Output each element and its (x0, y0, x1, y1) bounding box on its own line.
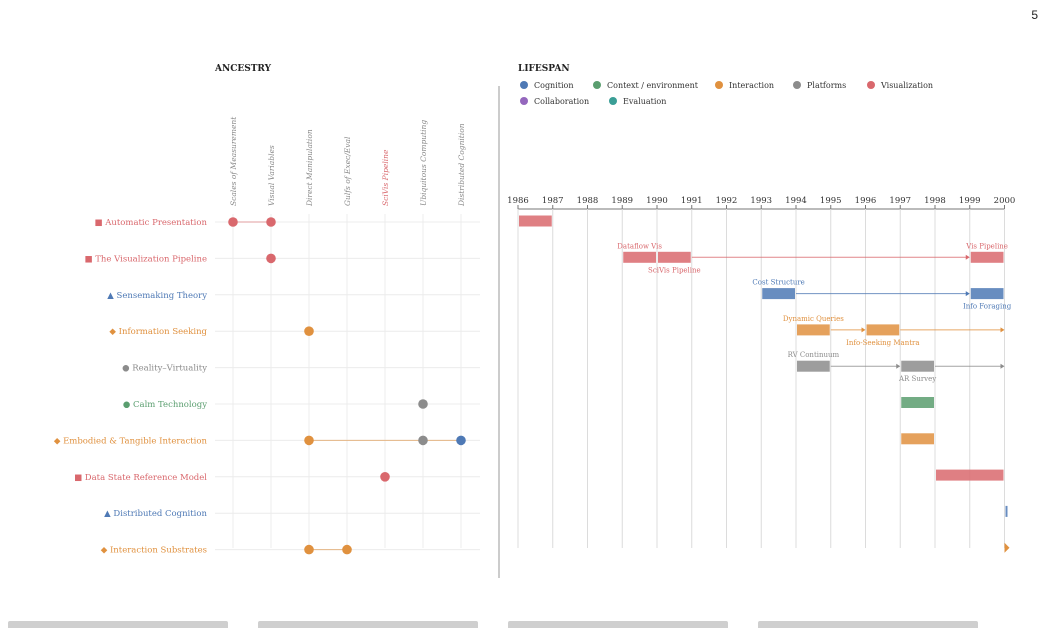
lifespan-label: Info Foraging (963, 303, 1012, 311)
ancestry-row-label: ▲ Distributed Cognition (104, 509, 207, 519)
legend-swatch (715, 81, 723, 89)
ancestry-column-label: Distributed Cognition (457, 123, 466, 207)
ancestry-column-label: SciVis Pipeline (381, 149, 390, 206)
lifespan-bar (623, 251, 656, 263)
ancestry-dot (228, 217, 238, 227)
legend-swatch (793, 81, 801, 89)
ancestry-dot (342, 544, 352, 555)
year-label: 1989 (611, 196, 633, 206)
lifespan-bar (762, 288, 795, 300)
ancestry-dot (266, 253, 276, 264)
lifespan-bar (797, 324, 830, 336)
year-label: 1996 (855, 196, 877, 206)
legend-label: Visualization (880, 81, 933, 90)
lifespan-bar (901, 360, 934, 372)
year-label: 1990 (646, 196, 668, 206)
ancestry-dot (304, 544, 314, 555)
lifespan-label: SciVis Pipeline (648, 266, 701, 274)
lifespan-bar (901, 433, 934, 445)
year-label: 1991 (681, 196, 703, 206)
lifespan-arrow-head (896, 363, 901, 369)
lifespan-label: Dataflow Vis (617, 242, 662, 250)
ancestry-row-label: ▲ Sensemaking Theory (107, 291, 207, 301)
ancestry-row-label: ● Calm Technology (123, 400, 207, 410)
lifespan-arrow-head (965, 291, 970, 297)
ancestry-row-label: ◆ Interaction Substrates (101, 546, 207, 556)
year-label: 1994 (785, 196, 807, 206)
legend-swatch (867, 81, 875, 89)
lifespan-bar (970, 251, 1004, 263)
ancestry-column-label: Visual Variables (267, 145, 276, 206)
ancestry-dot (418, 435, 428, 446)
ancestry-column-label: Scales of Measurement (229, 116, 238, 206)
lifespan-label: Vis Pipeline (965, 242, 1008, 250)
ancestry-row-label: ■ The Visualization Pipeline (85, 254, 207, 264)
lifespan-title: LIFESPAN (518, 64, 570, 74)
year-label: 1992 (716, 196, 738, 206)
legend-label: Platforms (807, 81, 846, 90)
ancestry-row-label: ◆ Embodied & Tangible Interaction (54, 436, 208, 446)
ancestry-column-label: Gulfs of Exec/Eval (343, 136, 352, 206)
lifespan-arrow-head (1000, 363, 1005, 369)
ancestry-dot (304, 435, 314, 446)
lifespan-bar (797, 360, 830, 372)
ancestry-dot (380, 472, 390, 482)
lifespan-point (1004, 542, 1010, 553)
figure: ANCESTRY LIFESPAN Scales of Measurement V… (54, 64, 1015, 578)
lifespan-label: AR Survey (898, 375, 936, 383)
legend-label: Interaction (729, 81, 774, 90)
ancestry-dot (456, 435, 466, 446)
ancestry-row-label: ■ Data State Reference Model (74, 473, 207, 483)
legend-swatch (609, 97, 617, 105)
lifespan-label: RV Continuum (788, 351, 840, 359)
ancestry-chart: Scales of Measurement Visual Variables Dir… (54, 116, 480, 556)
ancestry-row-label: ◆ Information Seeking (109, 327, 207, 337)
ancestry-row-label: ■ Automatic Presentation (95, 218, 208, 228)
lifespan-bar (658, 251, 691, 263)
year-label: 1988 (577, 196, 599, 206)
year-label: 1999 (959, 196, 981, 206)
legend-label: Collaboration (534, 97, 589, 106)
year-label: 1986 (507, 196, 529, 206)
ancestry-column-label: Direct Manipulation (305, 129, 314, 207)
year-label: 1998 (924, 196, 946, 206)
year-label: 1997 (889, 196, 911, 206)
lifespan-label: Cost Structure (752, 279, 804, 287)
lifespan-arrow-head (861, 327, 866, 333)
page-number: 5 (1031, 8, 1038, 22)
legend-label: Cognition (534, 81, 574, 90)
lifespan-label: Dynamic Queries (783, 315, 844, 323)
year-label: 1993 (750, 196, 772, 206)
lifespan-label: Info-Seeking Mantra (846, 339, 919, 347)
lifespan-arrow-head (1000, 327, 1005, 333)
year-label: 2000 (994, 196, 1016, 206)
lifespan-bar (936, 469, 1004, 481)
ancestry-column-label: Ubiquitous Computing (419, 120, 428, 206)
ancestry-title: ANCESTRY (214, 64, 272, 74)
lifespan-chart: Cognition Context / environment Interactio… (507, 81, 1015, 553)
legend-swatch (520, 81, 528, 89)
lifespan-bar (901, 397, 934, 408)
lifespan-bar (970, 288, 1004, 300)
ancestry-dot (418, 399, 428, 409)
lifespan-bar (519, 215, 552, 227)
lifespan-bar (1005, 505, 1008, 517)
legend-swatch (520, 97, 528, 105)
legend-label: Evaluation (623, 97, 666, 106)
year-label: 1987 (542, 196, 564, 206)
lifespan-arrow-head (965, 254, 970, 260)
year-label: 1995 (820, 196, 842, 206)
lifespan-bar (866, 324, 900, 336)
ancestry-dot (266, 217, 276, 227)
ancestry-dot (304, 326, 314, 337)
legend-label: Context / environment (607, 81, 699, 90)
legend-swatch (593, 81, 601, 89)
ancestry-row-label: ● Reality–Virtuality (122, 364, 207, 374)
footer-text-blurred (8, 616, 1038, 628)
